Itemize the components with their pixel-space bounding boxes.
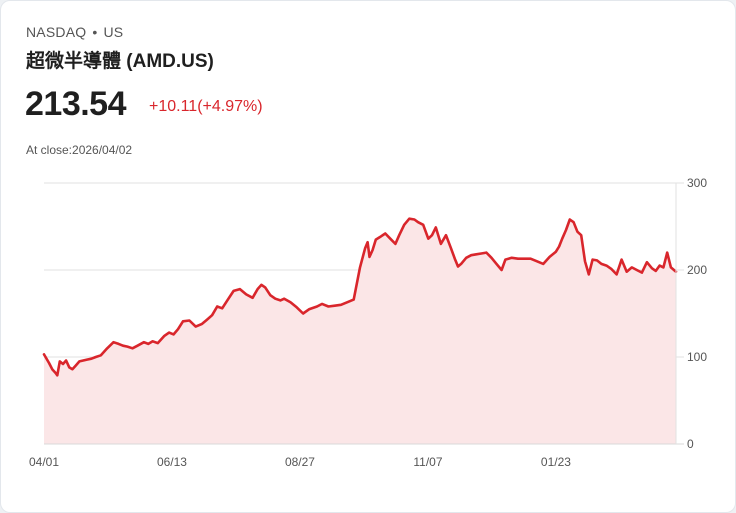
close-timestamp: At close:2026/04/02 bbox=[26, 143, 133, 157]
y-tick-label: 0 bbox=[687, 437, 694, 451]
separator-dot: • bbox=[92, 24, 98, 40]
x-tick-label: 04/01 bbox=[29, 455, 59, 469]
x-tick-label: 11/07 bbox=[413, 455, 442, 469]
x-tick-label: 06/13 bbox=[157, 455, 187, 469]
price-change: +10.11(+4.97%) bbox=[149, 98, 263, 115]
y-tick-label: 300 bbox=[687, 176, 707, 190]
stock-title: 超微半導體 (AMD.US) bbox=[26, 51, 214, 72]
price-area-fill bbox=[44, 218, 676, 444]
price-chart[interactable]: 0 100 200 300 04/01 06/13 08/27 11/07 01/23 bbox=[1, 171, 736, 471]
price-line bbox=[42, 217, 678, 377]
market-name: US bbox=[103, 24, 124, 40]
y-tick-label: 200 bbox=[687, 263, 707, 277]
current-price: 213.54 bbox=[25, 85, 127, 123]
x-tick-label: 01/23 bbox=[541, 455, 571, 469]
y-axis-ticks: 0 100 200 300 bbox=[687, 176, 707, 451]
x-tick-label: 08/27 bbox=[285, 455, 315, 469]
y-tick-label: 100 bbox=[687, 350, 707, 364]
exchange-label: NASDAQ • US bbox=[26, 24, 123, 40]
x-axis-ticks: 04/01 06/13 08/27 11/07 01/23 bbox=[29, 455, 571, 469]
exchange-name: NASDAQ bbox=[26, 24, 87, 40]
